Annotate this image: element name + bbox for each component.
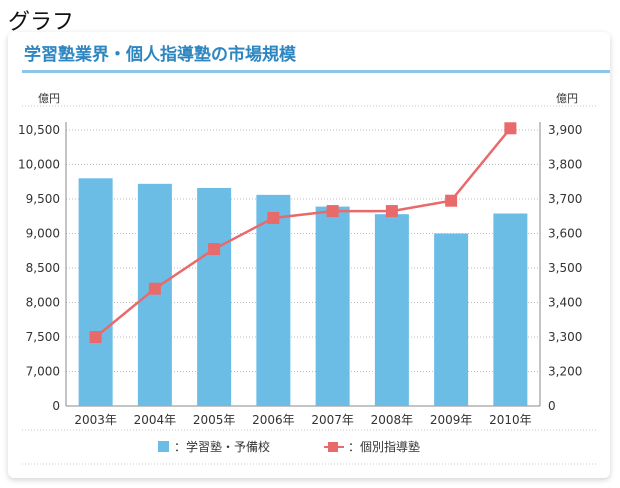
bar [256,194,291,406]
line-point [326,205,339,218]
left-tick-label: 8,500 [26,261,60,275]
line-point [148,282,161,295]
chart-card: 学習塾業界・個人指導塾の市場規模 億円 億円 10,500 10,000 9,500 9,… [8,32,610,478]
right-tick-label: 3,600 [548,227,582,241]
legend-swatch-bars [158,441,169,452]
bar [137,183,172,406]
left-tick-label: 9,000 [26,227,60,241]
legend-swatch-line [328,442,338,452]
left-tick-label: 7,500 [26,330,60,344]
line-point [208,243,221,256]
x-tick-label: 2003年 [74,413,117,427]
left-tick-label: 0 [52,399,60,413]
left-tick-label: 8,000 [26,296,60,310]
legend-label-line: ：個別指導塾 [348,439,420,454]
right-tick-label: 3,300 [548,330,582,344]
line-point [89,331,102,343]
x-tick-label: 2005年 [193,413,236,427]
right-tick-label: 3,500 [548,261,582,275]
right-tick-label: 3,200 [548,365,582,379]
x-tick-label: 2006年 [252,413,295,427]
left-axis-unit: 億円 [38,92,60,105]
line-point [445,194,458,207]
bar [434,233,469,406]
right-tick-label: 3,700 [548,192,582,206]
x-tick-label: 2007年 [311,413,354,427]
bar [78,178,113,406]
page-heading: グラフ [8,10,75,35]
bar [374,214,409,406]
right-tick-label: 3,900 [548,123,582,137]
right-tick-label: 3,800 [548,158,582,172]
title-underline [22,70,610,73]
left-tick-label: 9,500 [26,192,60,206]
chart-plot: 億円 億円 10,500 10,000 9,500 9,000 8,500 8,000 7,50… [18,92,598,465]
x-tick-label: 2008年 [371,413,414,427]
left-tick-label: 10,000 [18,158,60,172]
legend-label-bars: ：学習塾・予備校 [174,439,270,454]
line-point [504,122,517,135]
x-tick-label: 2009年 [430,413,473,427]
line-point [267,211,280,224]
right-tick-label: 3,400 [548,296,582,310]
line-series [94,127,512,338]
left-tick-label: 10,500 [18,123,60,137]
line-point [385,205,398,218]
chart-title: 学習塾業界・個人指導塾の市場規模 [24,45,296,65]
left-tick-label: 7,000 [26,365,60,379]
bar [197,187,232,406]
right-axis-unit: 億円 [556,92,578,105]
x-tick-label: 2004年 [134,413,177,427]
bar [315,206,350,406]
bar [493,213,528,406]
x-tick-label: 2010年 [489,413,532,427]
right-tick-label: 0 [548,399,556,413]
